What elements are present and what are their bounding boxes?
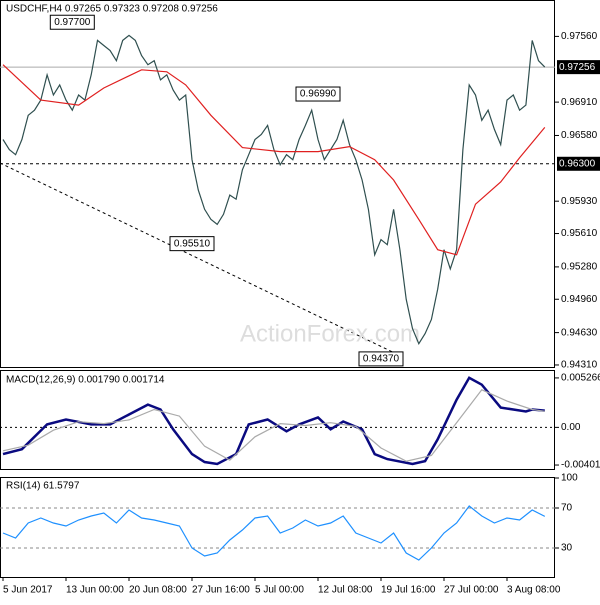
series-line — [2, 64, 546, 256]
series-line — [2, 505, 546, 561]
annotation-box — [295, 86, 341, 102]
x-tick-label: 19 Jul 16:00 — [381, 585, 436, 596]
chart-title: USDCHF,H4 0.97265 0.97323 0.97208 0.9725… — [6, 4, 218, 15]
y-tick-label: 0.96580 — [561, 130, 598, 141]
annotation-label: 0.94370 — [363, 354, 400, 365]
y-tick-label: 0.95930 — [561, 196, 598, 207]
y-tick-label: 70 — [561, 503, 573, 514]
series-line — [2, 389, 545, 462]
y-tick-label: 0.97560 — [561, 31, 598, 42]
annotation-label: 0.96990 — [300, 89, 337, 100]
y-tick-label: 0.00 — [561, 422, 581, 433]
current-box — [557, 60, 600, 75]
rsi-title: RSI(14) 61.5797 — [6, 481, 80, 492]
x-tick-label: 12 Jul 08:00 — [318, 585, 373, 596]
annotation-box — [358, 351, 404, 367]
y-tick-label: 0.95280 — [561, 262, 598, 273]
watermark: ActionForex.com — [240, 320, 420, 347]
y-tick-label: 30 — [561, 543, 573, 554]
trend-line — [0, 162, 406, 359]
x-tick-label: 20 Jun 08:00 — [129, 585, 187, 596]
macd-title: MACD(12,26,9) 0.001790 0.001714 — [6, 375, 165, 386]
annotation-label: 0.95510 — [174, 238, 211, 249]
rsi-panel — [0, 477, 555, 578]
series-line — [2, 376, 545, 466]
level-box — [557, 156, 600, 171]
y-tick-label: 0.95610 — [561, 228, 598, 239]
level-label: 0.96300 — [559, 158, 596, 169]
annotation-label: 0.97700 — [54, 17, 91, 28]
main-panel — [0, 0, 555, 368]
x-tick-label: 13 Jun 00:00 — [66, 585, 124, 596]
current-label: 0.97256 — [559, 62, 596, 73]
x-tick-label: 27 Jul 00:00 — [444, 585, 499, 596]
y-tick-label: 0.94310 — [561, 360, 598, 371]
y-tick-label: 0.005266 — [561, 373, 600, 384]
y-tick-label: 0.94630 — [561, 327, 598, 338]
annotation-box — [169, 236, 215, 252]
x-tick-label: 5 Jul 00:00 — [255, 585, 304, 596]
x-tick-label: 27 Jun 16:00 — [192, 585, 250, 596]
series-line — [2, 34, 546, 346]
x-tick-label: 5 Jun 2017 — [3, 585, 53, 596]
macd-panel — [0, 370, 555, 470]
y-tick-label: 0.96910 — [561, 97, 598, 108]
x-tick-label: 3 Aug 08:00 — [507, 585, 561, 596]
y-tick-label: 100 — [561, 473, 578, 484]
annotation-box — [49, 14, 95, 30]
y-tick-label: 0.94960 — [561, 294, 598, 305]
